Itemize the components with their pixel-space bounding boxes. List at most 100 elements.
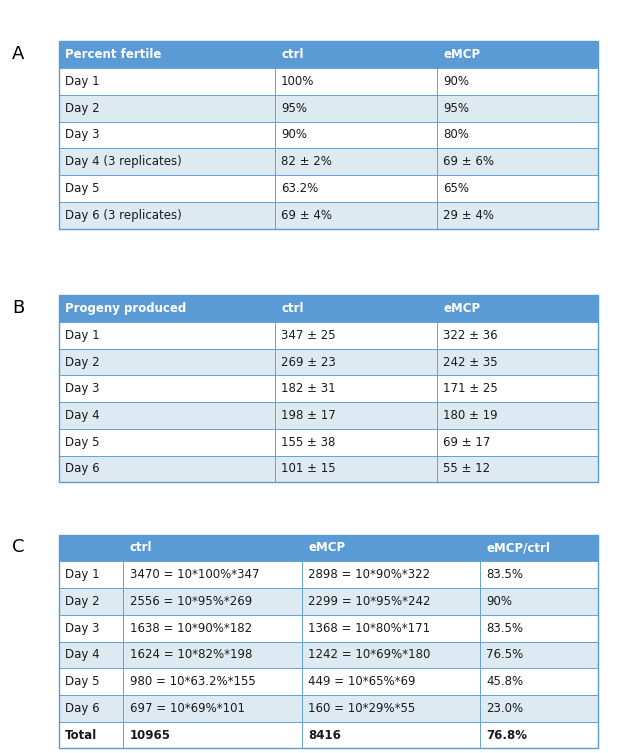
- Bar: [302, 721, 480, 748]
- Text: eMCP: eMCP: [308, 541, 345, 554]
- Bar: [275, 295, 436, 322]
- Bar: [59, 175, 275, 202]
- Bar: [480, 642, 598, 669]
- Bar: [59, 695, 123, 721]
- Bar: [275, 322, 436, 349]
- Bar: [302, 562, 480, 588]
- Bar: [59, 69, 275, 95]
- Bar: [480, 588, 598, 614]
- Text: Day 4: Day 4: [65, 648, 100, 661]
- Text: Total: Total: [65, 729, 97, 742]
- Text: 697 = 10*69%*101: 697 = 10*69%*101: [130, 702, 245, 715]
- Text: 242 ± 35: 242 ± 35: [443, 355, 498, 368]
- Text: eMCP: eMCP: [443, 302, 480, 315]
- Bar: [59, 588, 123, 614]
- Text: 82 ± 2%: 82 ± 2%: [281, 155, 332, 168]
- Text: 2556 = 10*95%*269: 2556 = 10*95%*269: [130, 595, 252, 608]
- Bar: [59, 429, 275, 456]
- Text: Day 6: Day 6: [65, 462, 100, 475]
- Bar: [123, 721, 302, 748]
- Text: 160 = 10*29%*55: 160 = 10*29%*55: [308, 702, 415, 715]
- Text: Day 6 (3 replicates): Day 6 (3 replicates): [65, 209, 182, 221]
- Text: 95%: 95%: [443, 102, 469, 114]
- Text: 101 ± 15: 101 ± 15: [281, 462, 336, 475]
- Text: 2898 = 10*90%*322: 2898 = 10*90%*322: [308, 569, 430, 581]
- Bar: [275, 69, 436, 95]
- Text: C: C: [12, 538, 25, 556]
- Text: 2299 = 10*95%*242: 2299 = 10*95%*242: [308, 595, 431, 608]
- Bar: [123, 669, 302, 695]
- Bar: [59, 376, 275, 402]
- Text: Day 4: Day 4: [65, 409, 100, 422]
- Bar: [436, 349, 598, 376]
- Text: Day 5: Day 5: [65, 436, 99, 449]
- Bar: [59, 669, 123, 695]
- Text: eMCP/ctrl: eMCP/ctrl: [486, 541, 550, 554]
- Bar: [302, 642, 480, 669]
- Text: 198 ± 17: 198 ± 17: [281, 409, 336, 422]
- Text: 8416: 8416: [308, 729, 341, 742]
- Text: 980 = 10*63.2%*155: 980 = 10*63.2%*155: [130, 675, 255, 688]
- Bar: [302, 614, 480, 642]
- Text: B: B: [12, 299, 25, 317]
- Text: A: A: [12, 45, 25, 63]
- Bar: [436, 122, 598, 148]
- Text: Day 2: Day 2: [65, 102, 100, 114]
- Text: Day 3: Day 3: [65, 129, 99, 142]
- Text: 23.0%: 23.0%: [486, 702, 523, 715]
- Text: ctrl: ctrl: [281, 302, 304, 315]
- Bar: [59, 562, 123, 588]
- Bar: [275, 41, 436, 69]
- Bar: [480, 535, 598, 562]
- Bar: [480, 562, 598, 588]
- Bar: [436, 429, 598, 456]
- Bar: [59, 614, 123, 642]
- Text: 269 ± 23: 269 ± 23: [281, 355, 336, 368]
- Bar: [302, 695, 480, 721]
- Text: 1368 = 10*80%*171: 1368 = 10*80%*171: [308, 622, 430, 635]
- Text: 29 ± 4%: 29 ± 4%: [443, 209, 494, 221]
- Bar: [436, 376, 598, 402]
- Text: 65%: 65%: [443, 182, 469, 195]
- Text: Day 3: Day 3: [65, 383, 99, 395]
- Text: 171 ± 25: 171 ± 25: [443, 383, 498, 395]
- Bar: [480, 614, 598, 642]
- Bar: [436, 41, 598, 69]
- Text: 69 ± 6%: 69 ± 6%: [443, 155, 494, 168]
- Text: 90%: 90%: [486, 595, 512, 608]
- Bar: [436, 322, 598, 349]
- Bar: [59, 295, 275, 322]
- Bar: [123, 535, 302, 562]
- Bar: [436, 95, 598, 122]
- Bar: [275, 402, 436, 428]
- Text: 182 ± 31: 182 ± 31: [281, 383, 336, 395]
- Bar: [436, 175, 598, 202]
- Text: 69 ± 17: 69 ± 17: [443, 436, 491, 449]
- Text: 83.5%: 83.5%: [486, 622, 523, 635]
- Bar: [59, 41, 275, 69]
- Bar: [275, 429, 436, 456]
- Bar: [480, 721, 598, 748]
- Text: 155 ± 38: 155 ± 38: [281, 436, 336, 449]
- Text: Day 1: Day 1: [65, 329, 100, 342]
- Text: 180 ± 19: 180 ± 19: [443, 409, 498, 422]
- Bar: [302, 535, 480, 562]
- Text: 449 = 10*65%*69: 449 = 10*65%*69: [308, 675, 415, 688]
- Bar: [123, 642, 302, 669]
- Bar: [436, 202, 598, 229]
- Text: eMCP: eMCP: [443, 48, 480, 61]
- Bar: [123, 588, 302, 614]
- Text: 3470 = 10*100%*347: 3470 = 10*100%*347: [130, 569, 259, 581]
- Bar: [123, 695, 302, 721]
- Text: Day 5: Day 5: [65, 182, 99, 195]
- Text: 69 ± 4%: 69 ± 4%: [281, 209, 332, 221]
- Text: Day 4 (3 replicates): Day 4 (3 replicates): [65, 155, 182, 168]
- Text: 347 ± 25: 347 ± 25: [281, 329, 336, 342]
- Text: Day 3: Day 3: [65, 622, 99, 635]
- Bar: [59, 535, 123, 562]
- Text: 76.5%: 76.5%: [486, 648, 523, 661]
- Bar: [302, 588, 480, 614]
- Bar: [436, 295, 598, 322]
- Text: 90%: 90%: [443, 75, 469, 88]
- Text: Day 1: Day 1: [65, 75, 100, 88]
